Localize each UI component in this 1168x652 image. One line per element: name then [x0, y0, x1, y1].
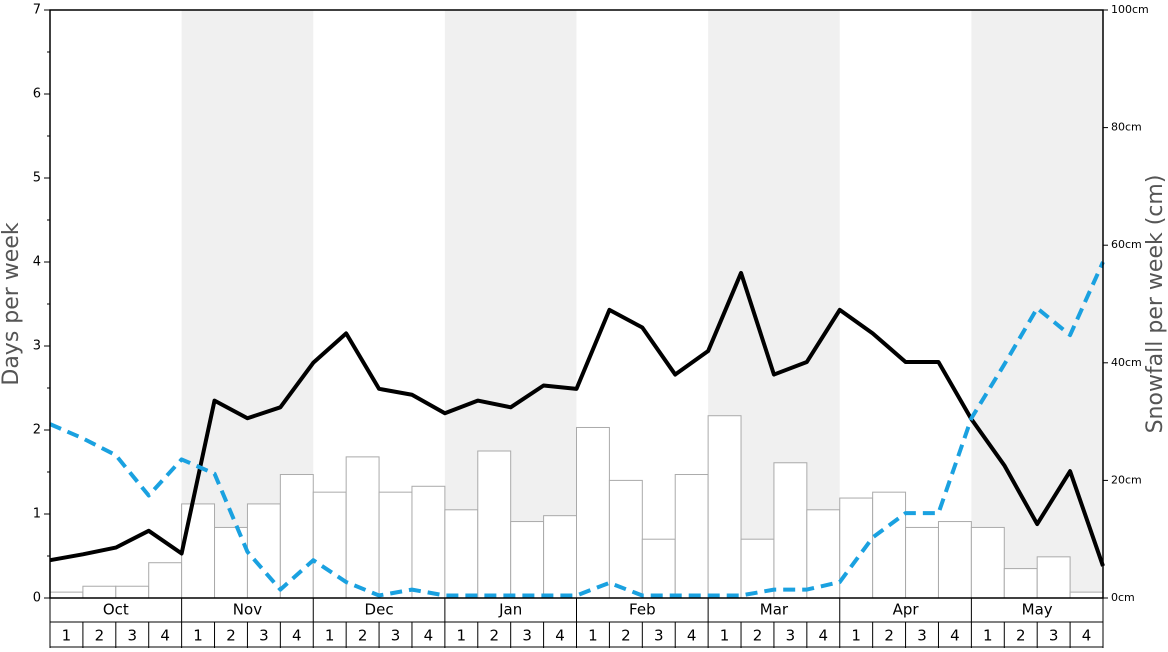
week-label: 2: [884, 627, 894, 645]
week-label: 3: [654, 627, 664, 645]
week-label: 3: [127, 627, 137, 645]
week-label: 1: [720, 627, 730, 645]
y-tick-label: 2: [33, 423, 41, 438]
y-tick-label: 7: [33, 3, 41, 18]
bar: [872, 491, 907, 599]
y2-tick-label: 100cm: [1111, 3, 1149, 16]
week-label: 2: [1016, 627, 1026, 645]
week-label: 1: [588, 627, 598, 645]
bar: [246, 503, 281, 599]
bar: [773, 462, 808, 599]
bar: [444, 509, 479, 599]
bar: [839, 497, 874, 599]
y-tick-label: 5: [33, 171, 41, 186]
month-label: May: [1022, 601, 1053, 619]
line: [49, 270, 1105, 567]
bar: [543, 515, 577, 599]
y2-tick-label: 0cm: [1111, 591, 1135, 604]
y2-tick-label: 60cm: [1111, 238, 1142, 251]
week-label: 2: [358, 627, 368, 645]
month-label: Dec: [365, 601, 394, 619]
week-label: 2: [621, 627, 631, 645]
week-label: 4: [292, 627, 302, 645]
bar: [148, 562, 183, 599]
y2-tick-label: 80cm: [1111, 121, 1142, 134]
week-label: 1: [193, 627, 203, 645]
bar: [608, 479, 643, 599]
bar: [806, 509, 841, 599]
bar: [82, 585, 117, 599]
month-label: Jan: [498, 601, 522, 619]
y-tick-label: 0: [33, 591, 41, 606]
week-label: 2: [226, 627, 236, 645]
bar: [905, 526, 939, 599]
month-label: Nov: [233, 601, 262, 619]
y2-tick-label: 20cm: [1111, 473, 1142, 486]
bar: [312, 491, 347, 599]
week-label: 1: [457, 627, 467, 645]
week-label: 1: [325, 627, 335, 645]
bar: [707, 415, 742, 599]
bar: [1069, 591, 1104, 599]
bar: [49, 591, 84, 599]
week-label: 2: [489, 627, 499, 645]
week-label: 3: [259, 627, 269, 645]
bar: [345, 456, 380, 599]
y-tick-label: 1: [33, 507, 41, 522]
month-label: Mar: [760, 601, 789, 619]
line: [49, 261, 1105, 598]
week-label: 1: [983, 627, 993, 645]
bar: [411, 485, 446, 599]
bar: [641, 538, 676, 599]
bar: [576, 426, 610, 599]
y-axis-label: Days per week: [0, 222, 24, 385]
y-tick-label: 3: [33, 339, 41, 354]
bar: [674, 474, 709, 599]
bar: [181, 503, 216, 599]
week-label: 3: [917, 627, 927, 645]
week-label: 3: [522, 627, 532, 645]
bar: [1003, 568, 1038, 599]
week-label: 3: [786, 627, 796, 645]
y2-tick-label: 40cm: [1111, 356, 1142, 369]
week-label: 2: [95, 627, 105, 645]
week-label: 1: [62, 627, 72, 645]
week-label: 4: [950, 627, 960, 645]
week-label: 4: [555, 627, 565, 645]
month-label: Feb: [629, 601, 656, 619]
bar: [477, 450, 512, 599]
week-label: 4: [819, 627, 829, 645]
week-label: 2: [753, 627, 763, 645]
y-tick-label: 4: [33, 255, 41, 270]
bar: [937, 521, 972, 599]
week-label: 4: [1082, 627, 1092, 645]
week-label: 4: [687, 627, 697, 645]
week-label: 3: [1049, 627, 1059, 645]
week-label: 3: [391, 627, 401, 645]
bar: [378, 491, 413, 599]
month-label: Apr: [893, 601, 920, 619]
bar: [740, 538, 775, 599]
bar: [970, 526, 1005, 599]
bar: [510, 521, 545, 599]
week-label: 4: [424, 627, 434, 645]
y-tick-label: 6: [33, 87, 41, 102]
bar: [115, 585, 150, 599]
week-label: 4: [160, 627, 170, 645]
bar: [279, 474, 314, 599]
bar: [1036, 556, 1071, 599]
bar: [214, 526, 248, 599]
y2-axis-label: Snowfall per week (cm): [1143, 175, 1168, 434]
week-label: 1: [851, 627, 861, 645]
month-label: Oct: [103, 601, 129, 619]
